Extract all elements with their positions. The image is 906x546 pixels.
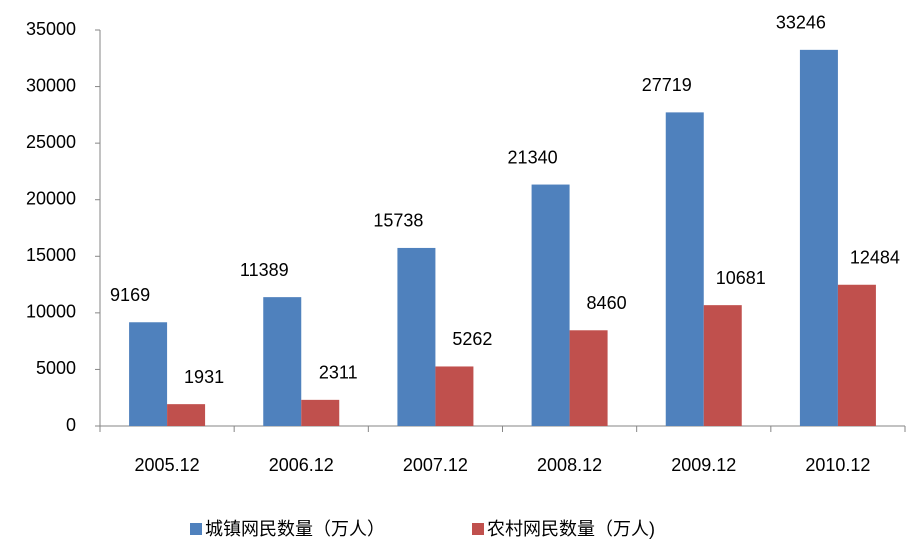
x-tick-label: 2008.12	[537, 455, 602, 475]
y-tick-label: 20000	[26, 188, 76, 208]
bar	[263, 297, 302, 426]
data-label: 15738	[373, 211, 423, 231]
data-label: 2311	[319, 363, 358, 383]
y-tick-label: 15000	[26, 245, 76, 265]
data-label: 10681	[716, 268, 766, 288]
bar	[397, 247, 436, 426]
data-label: 33246	[776, 13, 826, 33]
data-label: 5262	[452, 329, 492, 349]
bar	[301, 399, 340, 426]
y-tick-label: 10000	[26, 302, 76, 322]
y-tick-label: 0	[66, 415, 76, 435]
data-label: 21340	[508, 147, 558, 167]
data-label: 1931	[184, 367, 224, 387]
bar	[665, 112, 704, 427]
data-label: 8460	[587, 293, 627, 313]
y-tick-label: 35000	[26, 19, 76, 39]
x-tick-label: 2007.12	[403, 455, 468, 475]
legend-label: 城镇网民数量（万人）	[205, 519, 385, 539]
x-tick-label: 2009.12	[671, 455, 736, 475]
x-tick-label: 2010.12	[805, 455, 870, 475]
data-label: 9169	[110, 285, 150, 305]
x-tick-label: 2006.12	[269, 455, 334, 475]
legend-label: 农村网民数量（万人)	[487, 519, 655, 539]
legend-swatch	[472, 523, 484, 535]
bar	[837, 284, 876, 426]
bar	[435, 366, 474, 426]
y-tick-label: 25000	[26, 132, 76, 152]
bar	[129, 322, 168, 426]
data-label: 12484	[850, 248, 900, 268]
bar	[569, 330, 608, 426]
bar	[531, 184, 570, 426]
x-tick-label: 2005.12	[135, 455, 200, 475]
legend-swatch	[190, 523, 202, 535]
y-tick-label: 5000	[36, 358, 76, 378]
bar	[167, 404, 206, 426]
data-label: 11389	[240, 260, 289, 280]
data-label: 27719	[642, 75, 692, 95]
bar	[703, 305, 742, 426]
y-tick-label: 30000	[26, 75, 76, 95]
bar	[799, 49, 838, 427]
